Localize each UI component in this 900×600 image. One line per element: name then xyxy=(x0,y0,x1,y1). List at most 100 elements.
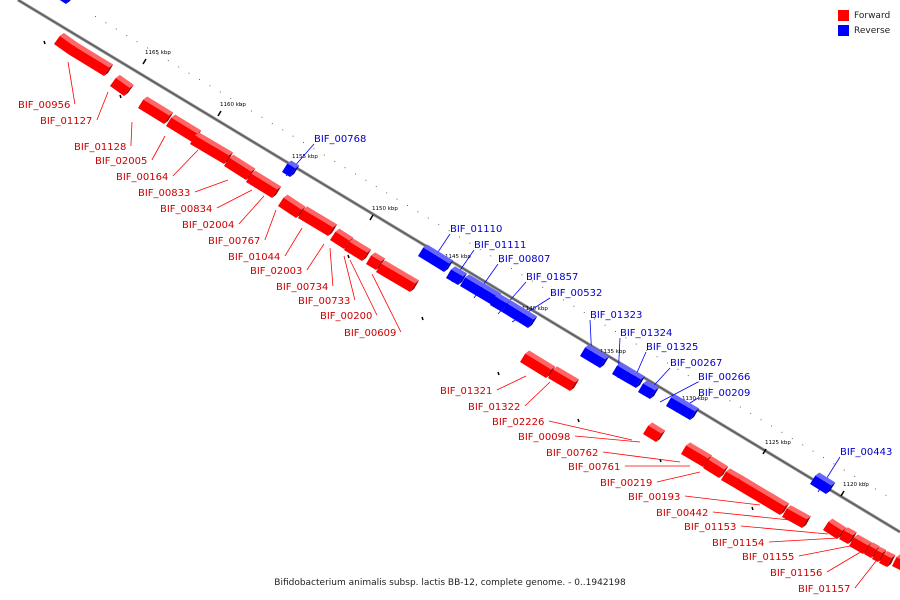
forward-gene-label[interactable]: BIF_00956 xyxy=(18,100,70,111)
minor-tick xyxy=(497,371,500,376)
gene-block[interactable] xyxy=(224,154,256,180)
forward-gene-label[interactable]: BIF_01157 xyxy=(798,584,850,595)
forward-gene-label[interactable]: BIF_00609 xyxy=(344,328,396,339)
gene-block[interactable] xyxy=(892,554,900,570)
forward-gene-label[interactable]: BIF_02003 xyxy=(250,266,302,277)
reverse-gene-label[interactable]: BIF_00443 xyxy=(840,447,892,458)
reverse-gene-label[interactable]: BIF_01857 xyxy=(526,272,578,283)
forward-gene-label[interactable]: BIF_01154 xyxy=(712,538,764,549)
gene-block[interactable] xyxy=(703,456,729,478)
forward-gene-label[interactable]: BIF_01322 xyxy=(468,402,520,413)
forward-gene-label[interactable]: BIF_02226 xyxy=(492,417,544,428)
reverse-gene-label[interactable]: BIF_01110 xyxy=(450,224,502,235)
gene-block[interactable] xyxy=(839,527,857,544)
forward-gene-label[interactable]: BIF_00442 xyxy=(656,508,708,519)
forward-gene-label[interactable]: BIF_00762 xyxy=(546,448,598,459)
forward-gene-label[interactable]: BIF_00098 xyxy=(518,432,570,443)
gene-block[interactable] xyxy=(638,380,660,399)
guide-dot xyxy=(563,299,564,301)
gene-block[interactable] xyxy=(446,266,468,285)
gene-block[interactable] xyxy=(622,368,645,388)
forward-gene-label[interactable]: BIF_00193 xyxy=(628,492,680,503)
gene-block[interactable] xyxy=(376,260,420,292)
gene-top-face xyxy=(465,274,502,297)
gene-block[interactable] xyxy=(520,350,556,378)
guide-dot xyxy=(178,66,180,68)
forward-gene-label[interactable]: BIF_01044 xyxy=(228,252,280,263)
forward-gene-label[interactable]: BIF_00767 xyxy=(208,236,260,247)
gene-block[interactable] xyxy=(872,547,887,562)
forward-gene-label[interactable]: BIF_00200 xyxy=(320,311,372,322)
gene-top-face xyxy=(59,32,78,46)
gene-top-face xyxy=(349,238,372,253)
reverse-gene-label[interactable]: BIF_00267 xyxy=(670,358,722,369)
gene-block[interactable] xyxy=(666,394,700,420)
gene-block[interactable] xyxy=(548,366,580,391)
guide-dot xyxy=(230,97,232,99)
forward-gene-label[interactable]: BIF_01321 xyxy=(440,386,492,397)
guide-dot xyxy=(282,129,284,131)
forward-leader-line xyxy=(656,471,701,483)
gene-top-face xyxy=(843,527,857,536)
gene-block[interactable] xyxy=(580,344,610,368)
gene-top-face xyxy=(828,518,847,531)
forward-gene-label[interactable]: BIF_00833 xyxy=(138,188,190,199)
gene-block[interactable] xyxy=(366,252,386,270)
gene-block[interactable] xyxy=(282,160,300,177)
guide-dot xyxy=(271,123,273,125)
guide-dot xyxy=(438,223,440,225)
reverse-gene-label[interactable]: BIF_00209 xyxy=(698,388,750,399)
reverse-gene-label[interactable]: BIF_01324 xyxy=(620,328,672,339)
guide-dot xyxy=(739,406,741,408)
gene-block[interactable] xyxy=(298,206,338,236)
reverse-gene-label[interactable]: BIF_00532 xyxy=(550,288,602,299)
gene-block[interactable] xyxy=(138,96,174,124)
forward-gene-label[interactable]: BIF_00734 xyxy=(276,282,328,293)
forward-gene-label[interactable]: BIF_02004 xyxy=(182,220,234,231)
guide-dot xyxy=(667,362,668,364)
forward-gene-label[interactable]: BIF_00834 xyxy=(160,204,212,215)
reverse-gene-label[interactable]: BIF_00807 xyxy=(498,254,550,265)
gene-block[interactable] xyxy=(879,551,896,567)
forward-gene-label[interactable]: BIF_01155 xyxy=(742,552,794,563)
forward-gene-label[interactable]: BIF_01128 xyxy=(74,142,126,153)
forward-gene-label[interactable]: BIF_00733 xyxy=(298,296,350,307)
gene-front-face xyxy=(810,475,832,494)
forward-gene-label[interactable]: BIF_00761 xyxy=(568,462,620,473)
forward-gene-label[interactable]: BIF_01127 xyxy=(40,116,92,127)
forward-leader-line xyxy=(768,537,839,543)
gene-block[interactable] xyxy=(68,42,114,76)
gene-block[interactable] xyxy=(810,472,836,494)
reverse-gene-label[interactable]: BIF_00768 xyxy=(314,134,366,145)
forward-gene-label[interactable]: BIF_00219 xyxy=(600,478,652,489)
gene-front-face xyxy=(460,277,498,305)
forward-leader-line xyxy=(194,179,229,193)
gene-block[interactable] xyxy=(190,132,234,164)
gene-front-face xyxy=(418,247,450,272)
minor-tick xyxy=(347,254,350,259)
reverse-gene-label[interactable]: BIF_01111 xyxy=(474,240,526,251)
forward-gene-label[interactable]: BIF_01156 xyxy=(770,568,822,579)
guide-dot xyxy=(334,160,336,162)
gene-end-face xyxy=(272,186,282,198)
gene-block[interactable] xyxy=(782,505,811,528)
guide-dot xyxy=(573,305,575,307)
gene-block[interactable] xyxy=(38,0,75,4)
gene-block[interactable] xyxy=(643,422,666,442)
gene-end-face xyxy=(328,224,338,236)
forward-gene-label[interactable]: BIF_01153 xyxy=(684,522,736,533)
forward-gene-label[interactable]: BIF_00164 xyxy=(116,172,168,183)
legend-forward: Forward xyxy=(838,8,890,23)
gene-block[interactable] xyxy=(502,300,538,328)
gene-block[interactable] xyxy=(733,475,790,515)
forward-gene-label[interactable]: BIF_02005 xyxy=(95,156,147,167)
reverse-gene-label[interactable]: BIF_00266 xyxy=(698,372,750,383)
gene-end-face xyxy=(528,316,538,328)
gene-block[interactable] xyxy=(110,74,134,96)
gene-block[interactable] xyxy=(418,244,454,272)
gene-block[interactable] xyxy=(344,238,372,261)
reverse-gene-label[interactable]: BIF_01325 xyxy=(646,342,698,353)
gene-block[interactable] xyxy=(246,170,282,198)
forward-leader-line xyxy=(712,511,791,521)
reverse-gene-label[interactable]: BIF_01323 xyxy=(590,310,642,321)
